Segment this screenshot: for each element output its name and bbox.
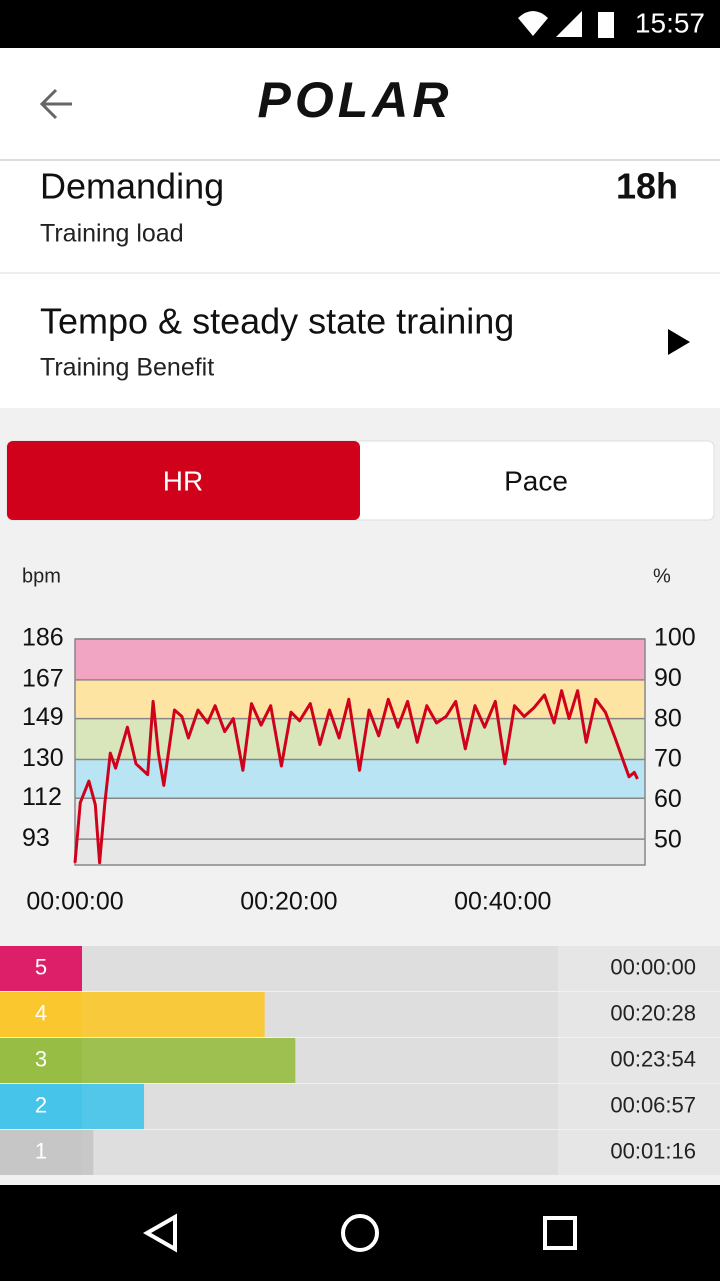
y-axis-label: bpm bbox=[22, 565, 61, 587]
zone-row bbox=[0, 946, 558, 991]
y2-tick-label: 100 bbox=[654, 624, 696, 652]
tab-label: HR bbox=[163, 465, 203, 496]
training-load-row bbox=[0, 161, 720, 272]
status-time: 15:57 bbox=[635, 7, 705, 38]
y2-tick-label: 80 bbox=[654, 704, 682, 732]
nav-home[interactable] bbox=[341, 1214, 379, 1252]
zone-duration: 00:01:16 bbox=[610, 1138, 696, 1163]
battery-icon bbox=[598, 12, 614, 38]
training-benefit-label: Training Benefit bbox=[40, 354, 214, 382]
y2-tick-label: 50 bbox=[654, 825, 682, 853]
zone-label-box bbox=[0, 946, 82, 991]
tab-label: Pace bbox=[504, 465, 568, 496]
training-load-title: Demanding bbox=[40, 166, 224, 207]
training-benefit-row[interactable] bbox=[0, 274, 720, 408]
zone-label-box bbox=[0, 1038, 82, 1083]
zone-bar bbox=[82, 1130, 94, 1175]
zone-time-cell bbox=[558, 992, 720, 1037]
zone-bar bbox=[82, 992, 265, 1037]
tab-selected[interactable] bbox=[7, 441, 360, 520]
y-tick-label: 186 bbox=[22, 624, 64, 652]
zone-label-box bbox=[0, 1130, 82, 1175]
header bbox=[0, 48, 720, 160]
y2-axis-label: % bbox=[653, 565, 671, 587]
plot-frame bbox=[74, 638, 646, 866]
back-button[interactable] bbox=[39, 88, 72, 120]
zone-label-box bbox=[0, 1084, 82, 1129]
y-tick-label: 93 bbox=[22, 824, 50, 852]
nav-recents[interactable] bbox=[543, 1216, 577, 1250]
nav-bar bbox=[0, 1185, 720, 1281]
zone-time-cell bbox=[558, 946, 720, 991]
x-tick-label: 00:00:00 bbox=[26, 888, 123, 916]
y2-tick-label: 90 bbox=[654, 664, 682, 692]
zone-number: 2 bbox=[35, 1092, 47, 1117]
zone-bar bbox=[82, 1084, 145, 1129]
zone-time-cell bbox=[558, 1130, 720, 1175]
y2-tick-label: 70 bbox=[654, 745, 682, 773]
signal-icon bbox=[556, 11, 582, 37]
zone-band bbox=[75, 718, 645, 760]
y-tick-label: 167 bbox=[22, 665, 64, 693]
zone-number: 1 bbox=[35, 1138, 47, 1163]
zone-duration: 00:20:28 bbox=[610, 1000, 696, 1025]
zone-duration: 00:06:57 bbox=[610, 1092, 696, 1117]
wifi-icon bbox=[518, 11, 548, 36]
y-tick-label: 149 bbox=[22, 703, 64, 731]
hr-line bbox=[73, 689, 639, 865]
training-benefit-title: Tempo & steady state training bbox=[40, 301, 514, 342]
zone-number: 5 bbox=[35, 954, 47, 979]
zone-time-cell bbox=[558, 1084, 720, 1129]
x-tick-label: 00:40:00 bbox=[454, 888, 551, 916]
y-tick-label: 112 bbox=[22, 783, 62, 811]
training-load-label: Training load bbox=[40, 220, 184, 248]
zone-band bbox=[75, 639, 645, 680]
zone-number: 4 bbox=[35, 1000, 47, 1025]
x-tick-label: 00:20:00 bbox=[240, 888, 337, 916]
zone-duration: 00:23:54 bbox=[610, 1046, 696, 1071]
training-load-value: 18h bbox=[616, 166, 678, 207]
chevron-right bbox=[668, 329, 690, 355]
logo: POLAR bbox=[258, 72, 453, 128]
zone-band bbox=[75, 798, 645, 865]
nav-back[interactable] bbox=[142, 1213, 177, 1253]
zone-number: 3 bbox=[35, 1046, 47, 1071]
zone-label-box bbox=[0, 992, 82, 1037]
y-tick-label: 130 bbox=[22, 744, 64, 772]
y2-tick-label: 60 bbox=[654, 785, 682, 813]
zone-time-cell bbox=[558, 1038, 720, 1083]
zone-duration: 00:00:00 bbox=[610, 954, 696, 979]
zone-bar bbox=[82, 1038, 296, 1083]
